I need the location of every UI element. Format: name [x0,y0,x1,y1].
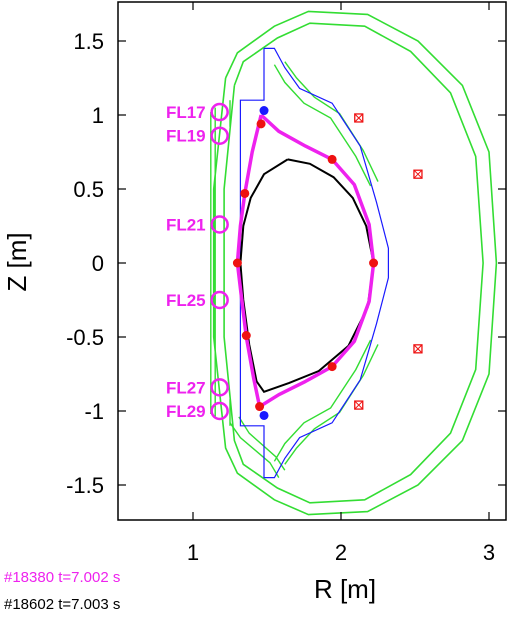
flux-loop-marker-2 [210,215,229,234]
coil-box [354,400,364,410]
x-tick-label-1: 2 [335,540,347,565]
boundary-point-2 [240,188,250,198]
shot-label-18380: #18380 t=7.002 s [4,569,120,586]
boundaries-layer [235,113,376,409]
coil-box [413,169,423,179]
y-tick-label-3: 0 [92,251,104,276]
boundary-point-3 [232,258,242,268]
y-tick-label-1: 1 [92,103,104,128]
plasma-boundary-18602 [239,158,375,393]
inner-vessel-wall [223,22,484,504]
boundary-point-7 [255,402,265,412]
passive-plate-3 [284,344,379,465]
passive-plate-4 [229,422,280,478]
boundary-point-1 [327,154,337,164]
flux-loop-marker-3 [210,290,229,310]
shot-label-18602: #18602 t=7.003 s [4,596,120,613]
y-tick-label-5: -1 [84,399,104,424]
y-tick-label-0: 1.5 [73,29,104,54]
x-tick-label-0: 1 [187,540,199,565]
x-axis-title: R [m] [314,574,376,604]
y-tick-label-2: 0.5 [73,177,104,202]
flux-loop-marker-4 [210,378,229,397]
flux-loop-label-0: FL17 [166,103,206,122]
first-wall-limiter [239,47,389,479]
flux-loop-marker-0 [210,102,229,122]
flux-loop-label-5: FL29 [166,402,206,421]
structures-layer [210,10,498,516]
passive-plate-1 [284,61,379,182]
flux-loop-marker-5 [210,401,229,421]
x-tick-label-2: 3 [483,540,495,565]
boundary-point-0 [256,119,266,129]
plot-frame [117,1,507,521]
coil-cross [413,344,423,354]
coil-cross [354,113,364,123]
coil-marker-1 [413,169,423,179]
boundary-point-6 [327,362,337,372]
axes-layer: 1 2 3 1.5 1 0.5 0 -0.5 -1 -1.5 [66,2,506,565]
coil-marker-2 [413,344,423,354]
y-tick-label-4: -0.5 [66,325,104,350]
flux-loop-marker-1 [210,126,229,145]
xpoint-marker-1 [259,410,269,420]
coil-marker-3 [354,400,364,410]
flux-loop-label-1: FL19 [166,127,206,146]
coil-cross [354,400,364,410]
passive-plate-0 [273,64,372,187]
coil-box [413,344,423,354]
points-layer [232,106,379,420]
flux-loop-label-2: FL21 [166,216,206,235]
passive-plate-2 [273,339,372,462]
outer-vessel-wall [212,10,498,516]
y-axis-title: Z [m] [2,232,32,291]
boundary-point-4 [369,258,379,268]
coil-box [354,113,364,123]
passive-plate-5 [238,416,286,471]
plasma-boundary-18380 [235,113,376,409]
coil-marker-0 [354,113,364,123]
xpoint-marker-0 [259,106,269,116]
flux-loop-label-4: FL27 [166,378,206,397]
flux-loops-layer: FL17 FL19 FL21 FL25 FL27 FL29 [166,102,229,421]
flux-loop-label-3: FL25 [166,291,206,310]
boundary-point-5 [241,331,251,341]
coil-cross [413,169,423,179]
y-tick-label-6: -1.5 [66,473,104,498]
